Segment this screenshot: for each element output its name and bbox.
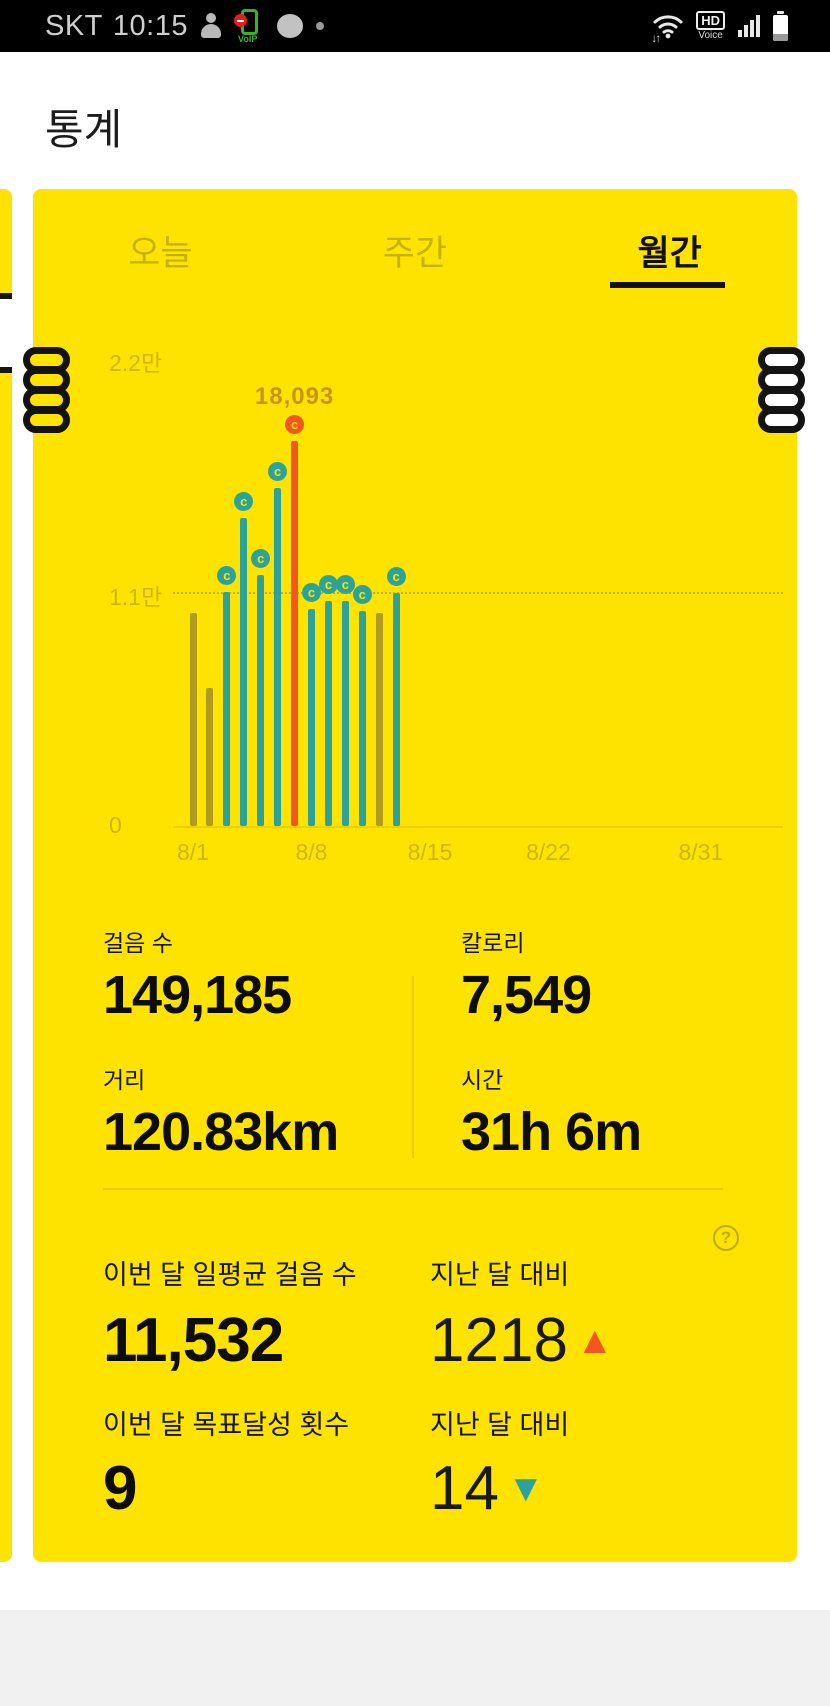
tab-monthly[interactable]: 월간 [542,189,797,289]
cash-badge-icon: c [234,491,254,511]
x-axis-tick-label: 8/22 [526,839,571,865]
cash-badge-icon: c [285,415,305,435]
cash-badge-icon: c [318,574,338,594]
stat-steps-value: 149,185 [103,965,292,1025]
binder-ring-icon [23,407,70,433]
stat-steps: 걸음 수 149,185 [103,924,292,1026]
help-icon[interactable]: ? [713,1225,739,1251]
tab-today[interactable]: 오늘 [33,189,288,289]
stat-steps-label: 걸음 수 [103,930,173,956]
stat-time-label: 시간 [461,1067,504,1093]
navigation-bar [0,1610,830,1706]
x-axis-tick-label: 8/1 [177,839,209,865]
x-axis-tick-label: 8/8 [295,839,328,865]
chart-bar[interactable] [324,600,332,826]
down-triangle-icon: ▼ [506,1467,545,1510]
y-axis-tick-label: 1.1만 [109,584,163,610]
chart-bar[interactable] [223,592,231,826]
chart-bar[interactable] [257,574,265,826]
status-bar-right: ↓↑ HD Voice [651,11,788,45]
status-time: 10:15 [112,9,188,42]
stat-distance-label: 거리 [103,1067,146,1093]
cash-badge-icon: c [335,574,355,594]
goal-dotted-line [173,592,783,594]
chat-bubble-icon [276,14,303,38]
stat-calories-value: 7,549 [461,965,592,1025]
cash-badge-icon: c [352,585,372,605]
previous-card-underline-fragment [0,293,12,299]
cash-badge-icon: c [268,461,288,481]
avg-diff-value: 1218 [430,1306,568,1375]
previous-card-edge[interactable] [0,189,12,1562]
period-tabs: 오늘 주간 월간 [33,189,797,289]
avg-steps-value: 11,532 [103,1306,284,1375]
chart-bar[interactable] [375,613,383,826]
chart-bar[interactable] [341,600,349,826]
goal-diff-value: 14 [430,1454,499,1523]
chart-bar[interactable] [291,441,299,826]
stat-distance-value: 120.83km [103,1102,339,1162]
previous-card-ring-fragment [0,367,12,373]
tab-weekly[interactable]: 주간 [288,189,543,289]
cash-badge-icon: c [251,548,271,568]
stat-calories-label: 칼로리 [461,930,525,956]
chart-bar[interactable] [240,517,248,826]
peak-value-label: 18,093 [254,383,335,411]
active-tab-underline [610,282,725,288]
voip-blocked-icon: VoIP [233,9,264,44]
carrier-and-time: SKT 10:15 [45,10,188,43]
y-axis-tick-label: 2.2만 [109,350,163,376]
binder-ring-icon [758,407,805,433]
cash-badge-icon: c [386,567,406,587]
up-triangle-icon: ▲ [575,1319,614,1362]
status-bar-left: SKT 10:15 VoIP [45,9,324,44]
x-axis-tick-label: 8/31 [678,839,724,865]
avg-diff-label: 지난 달 대비 [430,1260,570,1290]
status-bar: SKT 10:15 VoIP ↓↑ HD Voic [0,0,830,52]
wifi-icon: ↓↑ [651,11,683,45]
battery-icon [773,11,788,41]
chart-bar[interactable] [358,611,366,826]
chart-bar[interactable] [189,613,197,826]
signal-strength-icon [738,15,760,37]
avg-steps-label: 이번 달 일평균 걸음 수 [103,1260,357,1290]
stats-card: 오늘 주간 월간 0 1.1만 2.2만 c c c c c 18,093 c c c c c 8/1 8/8… [33,189,797,1562]
avg-diff: 1218 ▲ [430,1305,614,1376]
notification-dot-icon [315,22,324,30]
chart-bar[interactable] [308,609,315,826]
stat-time-value: 31h 6m [461,1102,642,1162]
y-axis-tick-label: 0 [109,812,122,838]
hd-voice-icon: HD Voice [696,11,725,41]
x-axis-tick-label: 8/15 [407,839,453,865]
previous-card-white-fragment [0,299,12,367]
cash-badge-icon: c [217,566,237,585]
stat-time: 시간 31h 6m [461,1061,642,1163]
carrier-label: SKT [45,9,103,42]
stat-calories: 칼로리 7,549 [461,924,592,1026]
x-axis-line [173,826,783,828]
goal-count-value: 9 [103,1454,137,1523]
page-title: 통계 [45,106,123,153]
wifi-traffic-arrows-icon: ↓↑ [651,31,661,45]
monthly-steps-chart: 0 1.1만 2.2만 c c c c c 18,093 c c c c c 8/1 8/8 8/15 8/22 8… [33,189,797,909]
stat-distance: 거리 120.83km [103,1061,339,1163]
stats-vertical-divider [412,976,414,1158]
goal-diff: 14 ▼ [430,1453,545,1524]
goal-diff-label: 지난 달 대비 [430,1410,570,1440]
section-divider [103,1188,723,1190]
goal-count-label: 이번 달 목표달성 횟수 [103,1410,350,1440]
chart-bar[interactable] [274,487,282,826]
chart-bar[interactable] [392,593,400,826]
cash-badge-icon: c [302,583,321,603]
person-notification-icon [200,13,221,39]
chart-bar[interactable] [206,687,214,826]
